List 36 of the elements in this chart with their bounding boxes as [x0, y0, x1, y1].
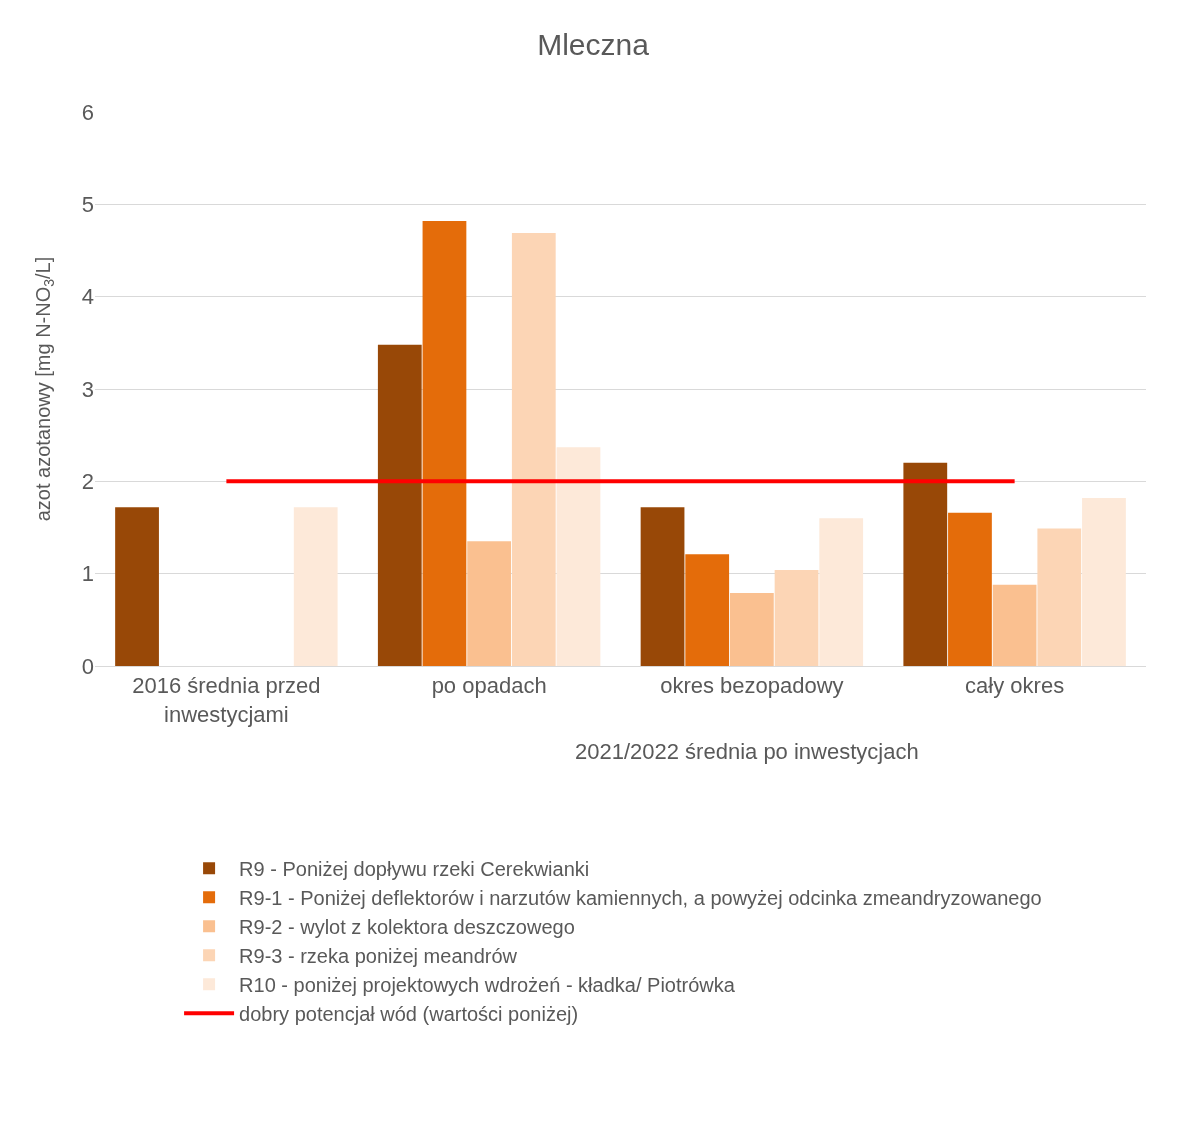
bar: [556, 447, 601, 666]
bar: [774, 569, 819, 666]
x-tick-label: okres bezopadowy: [660, 673, 844, 699]
bar: [422, 220, 467, 666]
legend-label: R9 - Poniżej dopływu rzeki Cerekwianki: [239, 858, 590, 881]
bar: [903, 462, 948, 666]
bar: [992, 584, 1037, 666]
bar: [1037, 528, 1082, 666]
x-tick-label: 2016 średnia przed inwestycjami: [132, 673, 321, 727]
legend-label: R9-1 - Poniżej deflektorów i narzutów kamiennych, a powyżej odcinka zmeandryzowanego: [239, 887, 1042, 910]
text: 2021/2022 średnia po inwestycjach: [575, 739, 919, 764]
bar: [293, 507, 338, 666]
bar: [467, 541, 512, 666]
bar: [685, 554, 730, 666]
bar: [377, 344, 422, 666]
y-tick-label: 5: [81, 192, 94, 218]
x-tick-label: cały okres: [965, 673, 1065, 699]
bar: [115, 507, 159, 666]
y-tick-label: 4: [81, 284, 94, 310]
legend-label: dobry potencjał wód (wartości poniżej): [239, 1003, 579, 1026]
chart-title: Mleczna: [537, 27, 650, 61]
legend-label: R10 - poniżej projektowych wdrożeń - kładka/ Piotrówka: [239, 974, 736, 997]
x-tick-label: po opadach: [431, 673, 547, 699]
y-tick-label: 3: [81, 376, 94, 402]
legend-label: R9-3 - rzeka poniżej meandrów: [239, 945, 518, 968]
bar: [1082, 497, 1126, 666]
bar: [640, 507, 685, 666]
bar: [511, 232, 556, 666]
bar: [729, 593, 774, 666]
y-tick-label: 6: [81, 99, 94, 125]
bar: [819, 518, 864, 666]
y-tick-label: 1: [81, 561, 94, 587]
legend-label: R9-2 - wylot z kolektora deszczowego: [239, 916, 575, 939]
bar: [948, 512, 992, 666]
y-tick-label: 0: [81, 653, 94, 679]
y-tick-label: 2: [81, 469, 94, 495]
